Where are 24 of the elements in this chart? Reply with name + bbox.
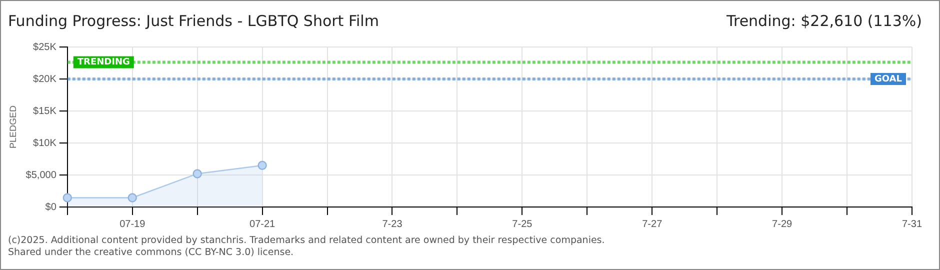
text: Shared under the creative commons (CC BY-NC 3.0) license.	[8, 247, 295, 259]
y-tick-label: $10K	[33, 138, 57, 149]
point	[128, 193, 137, 202]
x-tick-label: 7-27	[642, 218, 663, 230]
y-axis-title: PLEDGED	[8, 104, 18, 149]
x-tick-label: 7-23	[382, 218, 403, 230]
y-tick-label: $0	[45, 202, 57, 213]
x-tick-label: 7-29	[772, 218, 793, 230]
text: (c)2025. Additional content provided by stanchris. Trademarks and related content are owned by their respective companies.	[8, 235, 605, 247]
y-tick-label: $5,000	[26, 170, 57, 181]
point	[192, 169, 202, 178]
point	[258, 160, 267, 170]
point	[62, 193, 72, 202]
y-tick-label: $15K	[33, 106, 57, 117]
ref-line-label: TRENDING	[77, 58, 130, 68]
y-tick-label: $25K	[33, 42, 57, 53]
x-tick-label: 7-31	[902, 218, 922, 230]
chart-title: Funding Progress: Just Friends - LGBTQ Short Film	[8, 12, 379, 30]
x-tick-label: 07-21	[250, 218, 276, 230]
text: Trending: $22,610 (113%)	[726, 12, 922, 30]
x-tick-label: 07-19	[120, 218, 146, 230]
x-tick-label: 7-25	[512, 218, 533, 230]
y-tick-label: $20K	[33, 74, 57, 85]
ref-line-label: GOAL	[874, 74, 902, 84]
